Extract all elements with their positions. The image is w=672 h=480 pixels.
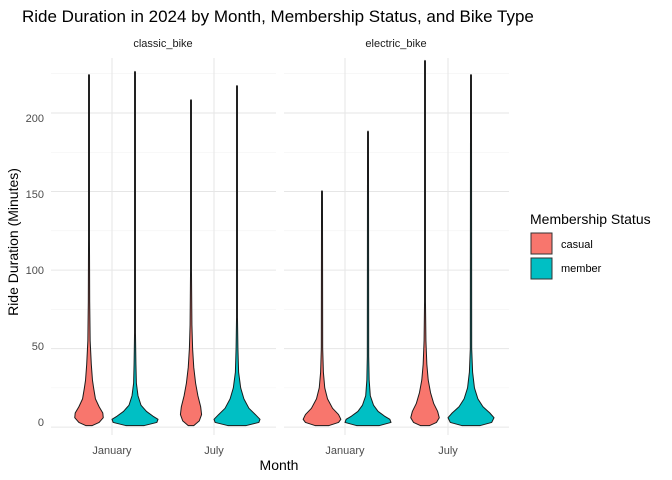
violins-classic (74, 70, 261, 427)
legend-item-member: member (530, 257, 602, 280)
x-tick-july-electric: July (438, 445, 458, 457)
y-axis: 0 50 100 150 200 Ride Duration (Minutes) (5, 113, 44, 429)
y-tick-100: 100 (26, 265, 44, 277)
y-tick-200: 200 (26, 113, 44, 125)
y-tick-0: 0 (38, 417, 44, 429)
legend-label-member: member (561, 263, 602, 275)
violin-electric_bike-january-casual (302, 190, 342, 427)
x-tick-july-classic: July (204, 445, 224, 457)
x-tick-january-electric: January (325, 445, 365, 457)
legend-swatch-member (530, 257, 553, 280)
facet-panel-classic: classic_bike January July (51, 38, 276, 457)
grid-classic (51, 58, 276, 435)
y-tick-150: 150 (26, 189, 44, 201)
violin-electric_bike-july-casual (410, 59, 440, 427)
violin-classic_bike-july-casual (179, 99, 203, 427)
facet-strip-classic-bike: classic_bike (133, 38, 192, 50)
violins-electric (302, 59, 495, 427)
violin-classic_bike-january-member (111, 70, 159, 427)
legend-title: Membership Status (530, 211, 651, 227)
violin-classic_bike-january-casual (74, 73, 104, 427)
y-axis-label: Ride Duration (Minutes) (5, 168, 21, 316)
violin-electric_bike-january-member (344, 130, 392, 427)
x-tick-january-classic: January (92, 445, 132, 457)
x-axis-label: Month (260, 457, 299, 473)
legend: Membership Status casual member (530, 211, 651, 280)
grid-electric (284, 58, 509, 435)
legend-item-casual: casual (530, 232, 593, 255)
y-tick-50: 50 (32, 341, 44, 353)
legend-label-casual: casual (561, 239, 593, 251)
facet-strip-electric-bike: electric_bike (365, 38, 426, 50)
facet-panel-electric: electric_bike January July (284, 38, 509, 457)
chart-title: Ride Duration in 2024 by Month, Membersh… (22, 7, 534, 26)
legend-swatch-casual (530, 232, 553, 255)
violin-classic_bike-july-member (213, 84, 261, 427)
violin-electric_bike-july-member (447, 73, 495, 427)
